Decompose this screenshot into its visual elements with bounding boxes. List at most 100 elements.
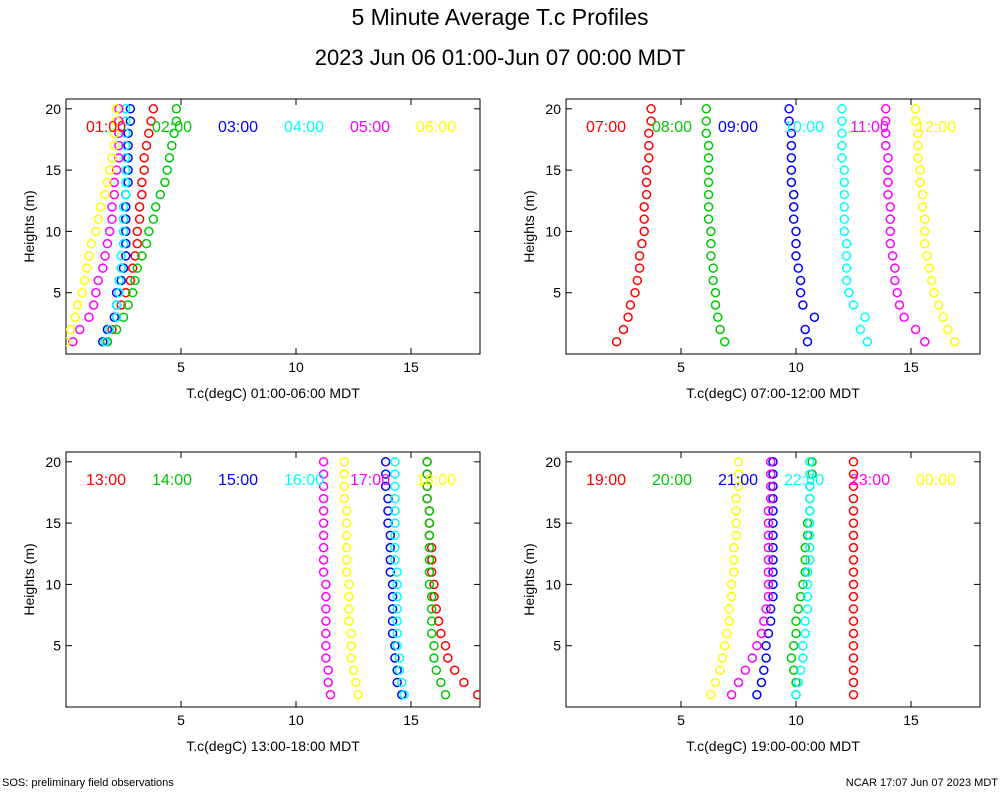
data-point [768, 579, 778, 590]
data-point [731, 530, 741, 541]
data-point [740, 665, 751, 675]
data-point [127, 263, 138, 273]
data-point [841, 263, 852, 273]
data-point [788, 189, 799, 200]
data-point [703, 140, 714, 151]
data-point [765, 469, 776, 479]
data-point [424, 567, 435, 577]
data-point [160, 177, 170, 188]
x-tick-label: 15 [403, 359, 419, 375]
plot-frame [565, 451, 981, 708]
data-point [763, 555, 774, 565]
data-point [86, 238, 97, 249]
data-point [125, 104, 136, 114]
x-tick-label: 5 [677, 359, 685, 375]
data-point [880, 128, 891, 139]
data-point [768, 555, 778, 565]
data-point [761, 640, 771, 651]
data-point [756, 677, 767, 688]
data-point [394, 665, 405, 675]
data-point [109, 128, 120, 139]
data-point [885, 202, 896, 212]
data-point [323, 677, 333, 688]
data-point [752, 640, 762, 651]
data-point [793, 677, 804, 688]
data-point [798, 579, 808, 590]
chart-title: 5 Minute Average T.c Profiles [351, 4, 649, 30]
data-point [809, 312, 820, 322]
data-point [66, 336, 71, 347]
legend-label: 21:00 [718, 472, 758, 489]
data-point [429, 579, 439, 590]
data-point [111, 300, 122, 310]
data-point [443, 653, 453, 663]
legend-label: 03:00 [218, 119, 258, 136]
data-point [768, 567, 778, 577]
data-point [763, 591, 774, 602]
data-point [637, 238, 647, 249]
data-point [917, 202, 928, 212]
data-point [929, 287, 939, 298]
data-point [791, 251, 801, 261]
data-point [752, 689, 762, 700]
data-point [424, 542, 435, 553]
data-point [341, 555, 352, 565]
data-point [883, 165, 893, 175]
data-point [114, 287, 124, 298]
data-point [862, 336, 873, 347]
data-point [703, 165, 714, 175]
data-point [848, 640, 859, 651]
data-point [116, 251, 126, 261]
y-tick-label: 15 [45, 515, 61, 531]
data-point [848, 481, 859, 492]
data-point [390, 493, 400, 504]
data-point [795, 591, 806, 602]
legend-label: 18:00 [416, 472, 456, 489]
data-point [724, 616, 735, 626]
data-point [731, 506, 741, 516]
data-point [114, 153, 124, 163]
data-point [70, 312, 80, 322]
data-point [100, 336, 110, 347]
data-point [318, 518, 329, 528]
data-point [623, 312, 633, 322]
data-point [848, 542, 859, 553]
data-point [800, 555, 810, 565]
data-point [788, 202, 799, 212]
data-point [890, 275, 900, 286]
data-point [341, 542, 352, 553]
data-point [880, 116, 891, 126]
x-tick-label: 10 [288, 712, 304, 728]
y-tick-label: 20 [545, 101, 561, 117]
data-point [841, 251, 852, 261]
data-point [134, 214, 145, 224]
data-point [706, 238, 716, 249]
x-tick-label: 15 [903, 712, 919, 728]
data-points [706, 457, 859, 700]
data-point [130, 251, 140, 261]
data-point [139, 153, 149, 163]
data-point [111, 165, 122, 175]
data-point [800, 324, 810, 335]
data-point [392, 604, 402, 614]
data-point [98, 263, 108, 273]
data-point [880, 140, 891, 151]
data-point [339, 481, 350, 492]
data-point [111, 312, 122, 322]
data-point [459, 677, 469, 688]
data-point [116, 263, 126, 273]
data-point [795, 275, 806, 286]
data-point [390, 542, 400, 553]
data-point [848, 506, 859, 516]
footer-note: SOS: preliminary field observations [2, 777, 174, 789]
data-point [848, 677, 859, 688]
data-point [715, 324, 725, 335]
data-point [104, 226, 115, 237]
data-point [84, 312, 94, 322]
data-point [706, 689, 716, 700]
data-points [66, 104, 182, 347]
data-point [860, 312, 870, 322]
data-point [800, 628, 810, 639]
data-point [91, 287, 101, 298]
data-point [715, 665, 725, 675]
